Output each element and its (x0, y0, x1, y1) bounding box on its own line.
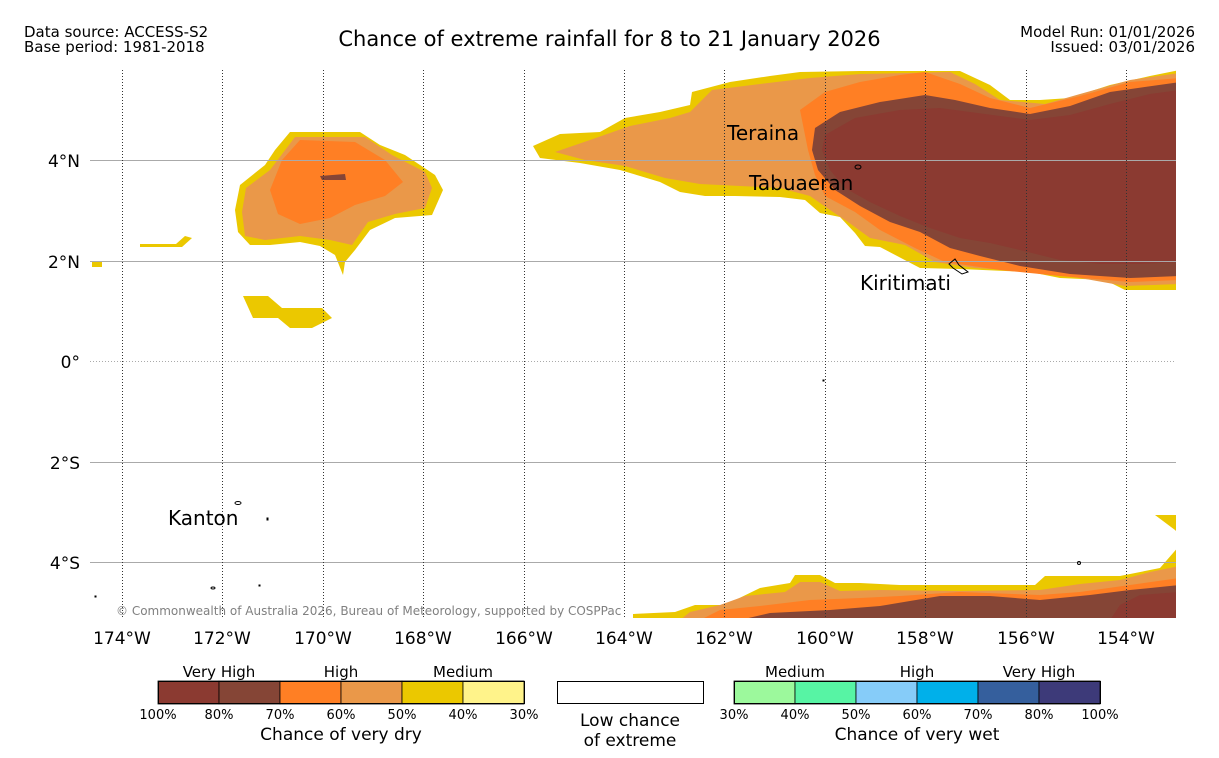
dry-very-high-core-region-se (1111, 592, 1176, 618)
place-label-tabuaeran: Tabuaeran (748, 171, 853, 195)
lon-label-166w: 166°W (495, 629, 553, 649)
legend-wet-swatch-3 (916, 680, 979, 705)
lat-label-4s: 4°S (50, 554, 80, 574)
latitude-labels: 4°N 2°N 0° 2°S 4°S (48, 152, 80, 574)
legend-dry-tick-100: 100% (139, 708, 176, 723)
legend-wet-swatch-4 (977, 680, 1040, 705)
legend-wet-tick-30: 30% (720, 708, 749, 723)
legend-dry-tick-70: 70% (266, 708, 295, 723)
legend-dry-tick-80: 80% (205, 708, 234, 723)
legend-wet-group-high: High (900, 663, 934, 681)
legend-neutral-line1: Low chance (580, 711, 680, 731)
model-run-label: Model Run: 01/01/2026 (1020, 23, 1195, 41)
place-label-kiritimati: Kiritimati (860, 271, 951, 295)
legend-wet-swatches (733, 680, 1101, 705)
legend-dry-tick-40: 40% (449, 708, 478, 723)
kiritimati-island-outline (948, 258, 970, 275)
lon-label-168w: 168°W (394, 629, 452, 649)
legend-wet-tick-80: 80% (1025, 708, 1054, 723)
lon-label-162w: 162°W (695, 629, 753, 649)
lat-label-0: 0° (61, 353, 80, 373)
lon-label-154w: 154°W (1097, 629, 1155, 649)
meridians (122, 70, 1127, 618)
legend-dry-swatch-0 (157, 680, 220, 705)
lat-label-2n: 2°N (48, 253, 80, 273)
legend-dry-swatches (157, 680, 525, 705)
dry-very-high-spot-nw (320, 174, 346, 180)
legend-wet-tick-70: 70% (964, 708, 993, 723)
legend-wet-tick-60: 60% (903, 708, 932, 723)
lon-label-158w: 158°W (896, 629, 954, 649)
lon-label-156w: 156°W (997, 629, 1055, 649)
legend-wet-group-very-high: Very High (1003, 663, 1076, 681)
dry-very-high-outer-region-se (748, 585, 1176, 618)
legend-dry-title: Chance of very dry (260, 725, 422, 745)
legend-wet-swatch-0 (733, 680, 796, 705)
map-title: Chance of extreme rainfall for 8 to 21 J… (338, 27, 881, 51)
lon-label-174w: 174°W (93, 629, 151, 649)
lon-label-172w: 172°W (193, 629, 251, 649)
dry-medium-strip-west (140, 236, 192, 247)
legend-wet-title: Chance of very wet (835, 725, 1000, 745)
graticule (90, 160, 1176, 563)
legend-wet-group-medium: Medium (765, 663, 825, 681)
legend-dry-group-very-high: Very High (183, 663, 256, 681)
probability-fields (92, 70, 1176, 618)
legend-dry: Very High High Medium 100% 80% 70% 60% 5… (139, 663, 538, 745)
legend-dry-tick-60: 60% (327, 708, 356, 723)
place-label-kanton: Kanton (168, 506, 238, 530)
lon-label-170w: 170°W (294, 629, 352, 649)
legend-dry-group-high: High (324, 663, 358, 681)
copyright-notice: © Commonwealth of Australia 2026, Bureau… (116, 604, 621, 618)
base-period-label: Base period: 1981-2018 (24, 38, 205, 56)
legend-dry-group-medium: Medium (433, 663, 493, 681)
legend-dry-swatch-2 (279, 680, 342, 705)
legend-dry-swatch-3 (340, 680, 403, 705)
legend-wet-tick-50: 50% (842, 708, 871, 723)
legend-dry-swatch-1 (218, 680, 281, 705)
tabuaeran-island-outline (854, 164, 862, 170)
dry-medium-spot-west (92, 262, 102, 267)
legend-wet-swatch-5 (1038, 680, 1101, 705)
kanton-island-outline (234, 501, 242, 505)
dry-medium-patch-mid (243, 296, 332, 328)
legend-neutral: Low chance of extreme (557, 681, 704, 751)
lon-label-164w: 164°W (595, 629, 653, 649)
data-source-label: Data source: ACCESS-S2 (24, 23, 209, 41)
legend-dry-tick-50: 50% (388, 708, 417, 723)
legend-dry-swatch-5 (462, 680, 525, 705)
legend-wet-swatch-2 (855, 680, 918, 705)
issued-label: Issued: 03/01/2026 (1050, 38, 1195, 56)
legend-dry-tick-30: 30% (510, 708, 539, 723)
lon-label-160w: 160°W (796, 629, 854, 649)
legend-dry-swatch-4 (401, 680, 464, 705)
island-outlines (94, 164, 1081, 598)
legend-neutral-line2: of extreme (584, 731, 677, 751)
place-label-teraina: Teraina (726, 121, 799, 145)
legend-wet-tick-40: 40% (781, 708, 810, 723)
longitude-labels: 174°W 172°W 170°W 168°W 166°W 164°W 162°… (93, 629, 1155, 649)
lat-label-4n: 4°N (48, 152, 80, 172)
legend-wet: Medium High Very High 30% 40% 50% 60% 70… (720, 663, 1119, 745)
dry-very-high-core-region-ne (822, 90, 1176, 264)
legend-wet-tick-100: 100% (1081, 708, 1118, 723)
lat-label-2s: 2°S (50, 454, 80, 474)
legend-wet-swatch-1 (794, 680, 857, 705)
